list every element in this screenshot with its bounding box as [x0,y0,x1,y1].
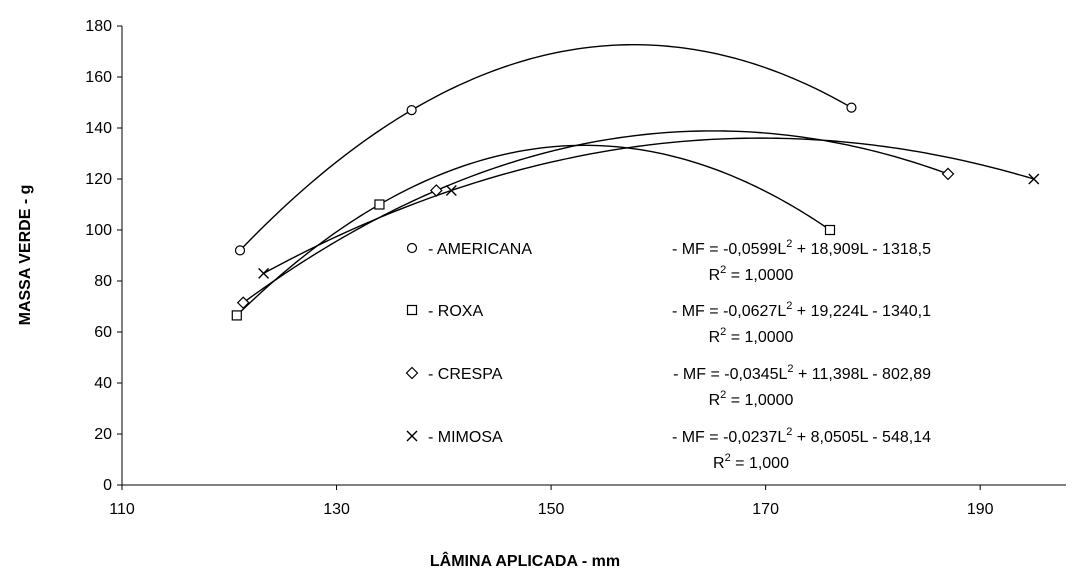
legend: - AMERICANA - MF = -0,0599L2 + 18,909L - … [405,238,931,472]
x-tick-label: 110 [109,501,135,518]
data-point-americana [846,102,857,113]
x-marker-stroke [1028,173,1040,185]
y-tick-label: 80 [94,273,112,290]
trend-curve-mimosa [263,137,1035,274]
x-tick-label: 190 [967,501,994,518]
legend-label: - MIMOSA [428,429,503,446]
data-point-crespa [429,184,443,197]
legend-marker [406,430,418,442]
legend-r2: R2 = 1,0000 [709,326,794,346]
x-tick-label: 170 [752,501,779,518]
data-point-mimosa [1028,173,1040,185]
y-tick-label: 40 [94,375,112,392]
legend-equation: - MF = -0,0599L2 + 18,909L - 1318,5 [672,238,931,258]
x-tick-label: 130 [323,501,350,518]
legend-r2: R2 = 1,0000 [709,389,794,409]
data-point-mimosa [445,184,457,196]
data-point-crespa [236,296,250,310]
legend-marker [406,304,418,316]
data-point-roxa [374,199,385,210]
data-point-americana [406,105,417,116]
y-tick-label: 160 [85,69,112,86]
data-point-roxa [231,310,242,321]
x-tick-label: 150 [538,501,565,518]
data-point-crespa [941,167,955,181]
axes: 0 20 40 60 80 100 120 140 160 180 110 130 150 170 190 [85,18,1066,518]
data-point-mimosa [258,267,270,279]
legend-equation: - MF = -0,0627L2 + 19,224L - 1340,1 [672,300,931,320]
y-tick-label: 180 [85,18,112,35]
data-points [231,102,1040,321]
x-marker-stroke [445,184,457,196]
legend-r2: R2 = 1,000 [713,452,789,472]
legend-entry-crespa: - CRESPA - MF = -0,0345L2 + 11,398L - 802… [405,363,931,409]
trend-curve-roxa [236,144,831,316]
legend-label: - CRESPA [428,366,503,383]
data-point-americana [234,245,246,256]
y-tick-label: 20 [94,426,112,443]
trend-curve-crespa [242,130,949,304]
x-marker-stroke [406,430,418,442]
data-point-roxa [824,224,836,236]
legend-equation: - MF = -0,0345L2 + 11,398L - 802,89 [673,363,931,383]
y-tick-label: 140 [85,120,112,137]
legend-entry-mimosa: - MIMOSA - MF = -0,0237L2 + 8,0505L - 548… [406,426,931,472]
y-axis-title: MASSA VERDE - g [17,185,34,326]
legend-r2: R2 = 1,0000 [709,264,794,284]
y-tick-label: 60 [94,324,112,341]
y-tick-label: 0 [103,477,112,494]
legend-entry-americana: - AMERICANA - MF = -0,0599L2 + 18,909L - … [406,238,931,284]
legend-equation: - MF = -0,0237L2 + 8,0505L - 548,14 [672,426,931,446]
x-marker-stroke [258,267,270,279]
legend-label: - AMERICANA [428,241,532,258]
trend-curves [236,43,1035,316]
legend-label: - ROXA [428,303,483,320]
legend-entry-roxa: - ROXA - MF = -0,0627L2 + 19,224L - 1340,… [406,300,931,346]
y-tick-label: 100 [85,222,112,239]
x-axis-title: LÂMINA APLICADA - mm [430,551,620,570]
y-tick-label: 120 [85,171,112,188]
trend-curve-americana [239,43,852,251]
legend-marker [405,366,419,380]
legend-marker [406,242,418,254]
